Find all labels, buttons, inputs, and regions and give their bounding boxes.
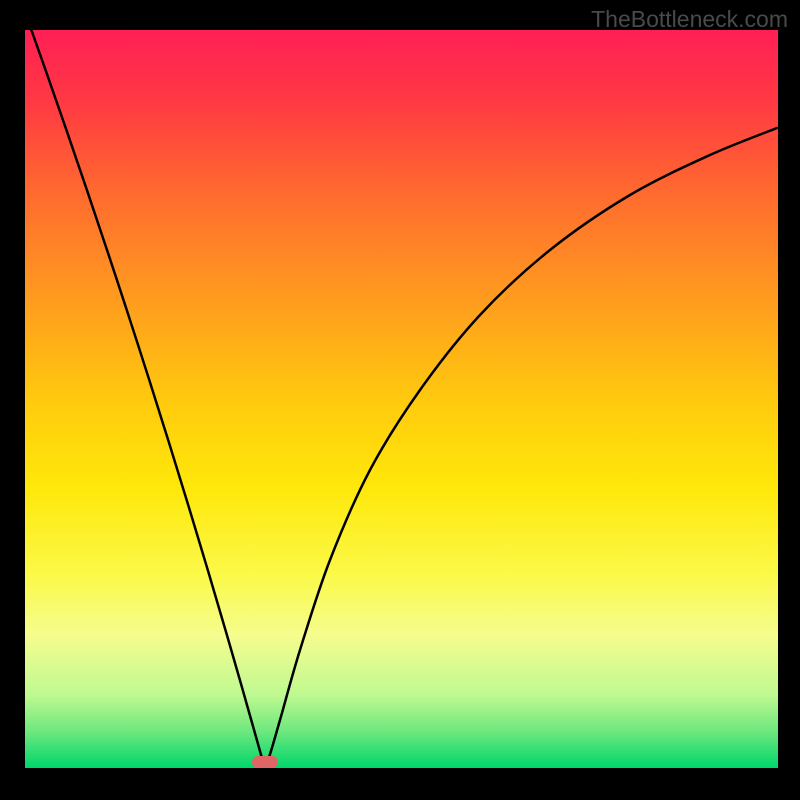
watermark-text: TheBottleneck.com [591, 6, 788, 33]
bottleneck-chart [0, 0, 800, 800]
optimal-point-marker [252, 756, 278, 768]
chart-container: TheBottleneck.com [0, 0, 800, 800]
chart-plot-background [25, 30, 778, 768]
